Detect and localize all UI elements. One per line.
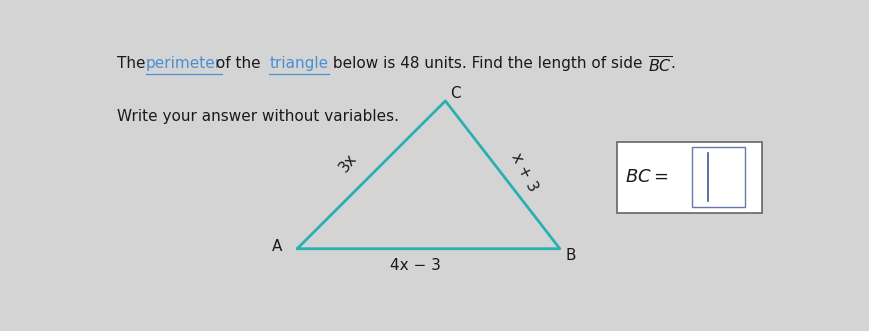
Text: x + 3: x + 3 [508,151,541,194]
Text: $\mathit{BC}=$: $\mathit{BC}=$ [625,168,669,186]
FancyBboxPatch shape [693,147,745,207]
Text: B: B [566,248,576,262]
Text: $\overline{BC}$: $\overline{BC}$ [647,56,672,76]
Text: The: The [116,56,150,71]
Text: 4x − 3: 4x − 3 [389,258,441,273]
Text: Write your answer without variables.: Write your answer without variables. [116,109,399,123]
Text: A: A [272,239,282,254]
Text: below is 48 units. Find the length of side: below is 48 units. Find the length of si… [328,56,647,71]
Text: perimeter: perimeter [146,56,222,71]
Text: triangle: triangle [269,56,328,71]
Text: C: C [450,86,461,101]
FancyBboxPatch shape [617,142,762,213]
Text: 3x: 3x [336,151,360,175]
Text: .: . [671,56,675,71]
Text: of the: of the [211,56,266,71]
